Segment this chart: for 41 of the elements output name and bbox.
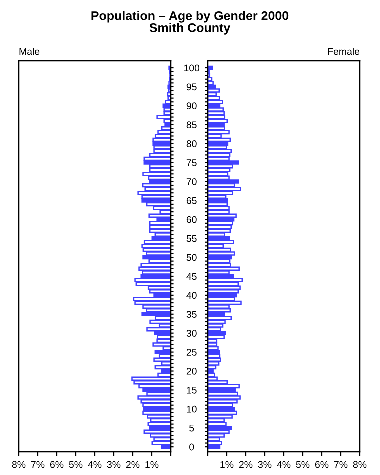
x-tick-label: 2% xyxy=(239,461,253,468)
y-tick-label: 40 xyxy=(186,292,197,300)
x-tick-label: 5% xyxy=(69,461,83,468)
y-tick-label: 20 xyxy=(186,368,197,375)
x-tick-label: 6% xyxy=(50,461,64,468)
x-tick-label: 1% xyxy=(146,461,159,468)
y-tick-label: 75 xyxy=(186,160,197,166)
text: Male xyxy=(20,48,40,56)
x-tick-label: 1% xyxy=(220,461,234,468)
x-tick-label: 8% xyxy=(353,461,367,468)
x-tick-label: 6% xyxy=(315,461,329,468)
x-tick-label: 4% xyxy=(88,461,102,468)
y-tick-label: 0 xyxy=(190,444,194,451)
x-tick-label: 7% xyxy=(334,461,348,468)
x-tick-label: 3% xyxy=(107,461,121,468)
y-tick-label: 100 xyxy=(184,64,200,72)
y-tick-label: 80 xyxy=(186,140,197,148)
y-tick-label: 10 xyxy=(187,406,197,413)
chart-title: Population – Age by Gender 2000 xyxy=(92,11,289,23)
x-tick-label: 7% xyxy=(31,461,45,468)
y-tick-label: 90 xyxy=(186,102,197,110)
y-tick-label: 50 xyxy=(186,254,197,262)
y-tick-label: 15 xyxy=(187,387,197,394)
x-tick-label: 2% xyxy=(126,461,140,468)
y-tick-label: 5 xyxy=(190,424,194,432)
y-tick-label: 30 xyxy=(186,330,197,337)
x-tick-label: 5% xyxy=(296,461,310,468)
y-tick-label: 55 xyxy=(186,235,197,242)
y-tick-label: 25 xyxy=(186,349,197,356)
x-tick-label: 8% xyxy=(12,461,26,468)
y-tick-label: 45 xyxy=(186,273,197,280)
y-tick-label: 35 xyxy=(186,311,197,318)
y-tick-label: 95 xyxy=(186,84,197,91)
x-tick-label: 4% xyxy=(277,461,291,468)
text: Female xyxy=(328,48,360,56)
y-tick-label: 65 xyxy=(186,197,197,204)
y-tick-label: 60 xyxy=(186,216,197,224)
y-tick-label: 70 xyxy=(186,178,197,186)
x-tick-label: 3% xyxy=(258,461,272,468)
chart-subtitle: Smith County xyxy=(150,23,231,35)
y-tick-label: 85 xyxy=(186,122,197,128)
